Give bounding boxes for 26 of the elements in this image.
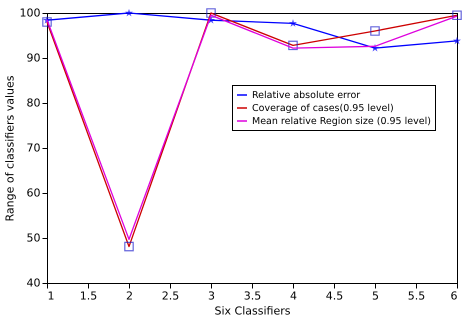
point <box>125 8 133 16</box>
x-tick-label: 2 <box>126 290 133 302</box>
y-tick-label: 50 <box>26 232 40 244</box>
y-tick-label: 80 <box>26 96 40 110</box>
y-tick-label: 60 <box>26 186 40 200</box>
y-tick-label: 90 <box>26 52 40 64</box>
legend-label: Mean relative Region size (0.95 level) <box>252 116 431 127</box>
x-axis-title: Six Classifiers <box>214 304 291 318</box>
legend-label: Relative absolute error <box>252 90 360 101</box>
y-axis-title: Range of classifiers values <box>4 75 17 222</box>
point <box>289 19 297 27</box>
point <box>453 36 461 44</box>
x-tick-label: 4.5 <box>326 290 344 302</box>
y-tick-label: 40 <box>26 276 40 290</box>
y-tick-label: 70 <box>26 142 40 154</box>
x-tick-label: 4 <box>290 290 297 302</box>
x-tick-label: 3 <box>208 290 215 302</box>
x-tick-label: 5 <box>372 290 379 302</box>
x-tick-label: 2.5 <box>162 290 180 302</box>
legend-label: Coverage of cases(0.95 level) <box>252 103 394 114</box>
x-tick-label: 1 <box>48 290 54 302</box>
x-tick-label: 1.5 <box>80 290 98 302</box>
x-tick-label: 5.5 <box>408 290 426 302</box>
x-tick-label: 3.5 <box>244 290 262 302</box>
x-tick-label: 6 <box>450 290 458 302</box>
y-tick-label: 100 <box>20 6 40 20</box>
